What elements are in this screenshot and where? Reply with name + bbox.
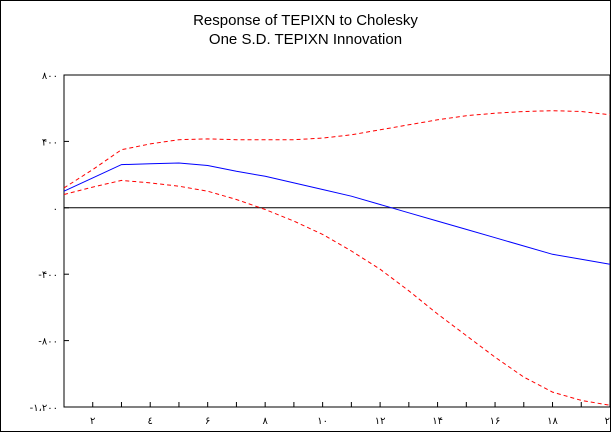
x-tick-label: ١٠	[317, 416, 328, 427]
x-tick-label: ۶	[205, 416, 210, 427]
y-tick-label: -۴٠٠	[38, 270, 58, 281]
y-tick-label: -١،٢٠٠	[30, 403, 58, 414]
y-tick-label: ٨٠٠	[42, 71, 58, 82]
x-tick-label: ١۴	[432, 416, 443, 427]
series-line-lower-band	[63, 179, 610, 406]
x-tick-label: ٨	[262, 416, 268, 427]
y-tick-label: ۴٠٠	[42, 137, 58, 148]
series-line-response	[63, 162, 610, 265]
chart-title: Response of TEPIXN to Cholesky	[193, 12, 418, 29]
x-tick-label: ٢٠	[605, 416, 610, 427]
x-tick-label: ١٢	[375, 416, 386, 427]
chart-subtitle: One S.D. TEPIXN Innovation	[208, 31, 403, 48]
plot-border	[63, 74, 610, 408]
series-line-upper-band	[63, 110, 610, 189]
x-tick-label: ٤	[148, 416, 153, 427]
x-tick-label: ٢	[90, 416, 95, 427]
x-tick-label: ١۶	[490, 416, 501, 427]
y-tick-label: ٠	[53, 204, 58, 215]
x-tick-label: ١٨	[547, 416, 558, 427]
y-tick-label: -٨٠٠	[38, 337, 58, 348]
